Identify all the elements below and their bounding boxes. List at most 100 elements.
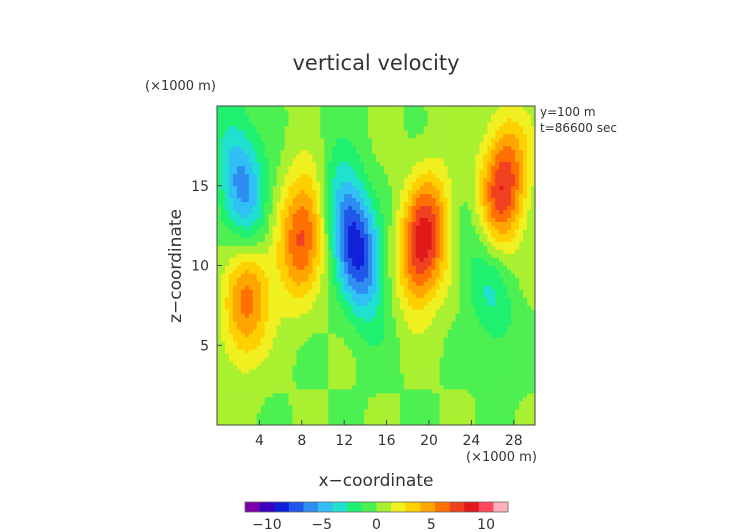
heatmap-cell (264, 341, 269, 346)
heatmap-cell (395, 229, 401, 234)
heatmap-cell (352, 293, 357, 298)
heatmap-cell (419, 106, 425, 111)
heatmap-cell (252, 341, 258, 346)
heatmap-cell (376, 193, 381, 199)
heatmap-cell (360, 317, 365, 322)
heatmap-cell (300, 173, 305, 179)
heatmap-cell (368, 385, 373, 390)
heatmap-cell (332, 385, 337, 390)
heatmap-cell (220, 141, 226, 147)
heatmap-cell (447, 141, 452, 147)
heatmap-cell (224, 277, 230, 282)
heatmap-cell (395, 249, 401, 254)
heatmap-cell (252, 385, 258, 390)
heatmap-cell (220, 109, 226, 115)
heatmap-cell (399, 121, 405, 127)
heatmap-cell (379, 213, 385, 218)
heatmap-cell (316, 261, 321, 266)
heatmap-cell (268, 277, 273, 282)
heatmap-cell (228, 417, 234, 422)
heatmap-cell (348, 345, 353, 350)
heatmap-cell (340, 181, 345, 187)
heatmap-cell (288, 341, 293, 346)
heatmap-cell (383, 165, 389, 171)
heatmap-cell (344, 141, 349, 147)
heatmap-cell (228, 305, 234, 310)
heatmap-cell (300, 145, 305, 151)
heatmap-cell (459, 365, 464, 370)
heatmap-cell (232, 229, 238, 234)
heatmap-cell (383, 117, 389, 123)
heatmap-cell (308, 169, 313, 175)
heatmap-cell (240, 325, 246, 330)
heatmap-cell (439, 106, 444, 111)
heatmap-cell (379, 293, 385, 298)
heatmap-cell (272, 413, 277, 418)
heatmap-cell (368, 409, 373, 414)
heatmap-cell (316, 409, 321, 414)
heatmap-cell (224, 209, 230, 214)
heatmap-cell (324, 221, 329, 226)
heatmap-cell (348, 169, 353, 175)
heatmap-cell (308, 261, 313, 266)
heatmap-cell (364, 106, 369, 111)
heatmap-cell (415, 241, 421, 246)
heatmap-cell (217, 329, 222, 334)
heatmap-cell (348, 201, 353, 206)
heatmap-cell (264, 149, 269, 155)
heatmap-cell (320, 325, 325, 330)
heatmap-cell (288, 169, 293, 175)
heatmap-cell (244, 393, 250, 398)
heatmap-cell (304, 133, 309, 139)
heatmap-cell (244, 253, 250, 258)
heatmap-cell (264, 253, 269, 258)
heatmap-cell (411, 337, 417, 342)
heatmap-cell (296, 205, 301, 210)
heatmap-cell (368, 106, 373, 111)
heatmap-cell (332, 293, 337, 298)
heatmap-cell (391, 413, 397, 418)
heatmap-cell (332, 221, 337, 226)
heatmap-cell (435, 317, 440, 322)
heatmap-cell (344, 229, 349, 234)
heatmap-cell (352, 253, 357, 258)
heatmap-cell (260, 293, 266, 298)
heatmap-cell (228, 149, 234, 155)
heatmap-cell (435, 277, 440, 282)
heatmap-cell (300, 253, 305, 258)
heatmap-cell (419, 309, 425, 314)
heatmap-cell (276, 213, 281, 218)
heatmap-cell (387, 349, 393, 354)
heatmap-cell (228, 405, 234, 410)
heatmap-cell (280, 317, 285, 322)
heatmap-cell (372, 153, 377, 159)
heatmap-cell (391, 381, 397, 386)
heatmap-cell (415, 213, 421, 218)
heatmap-cell (228, 137, 234, 143)
heatmap-cell (376, 385, 381, 390)
heatmap-cell (372, 345, 377, 350)
heatmap-cell (236, 169, 242, 175)
heatmap-cell (272, 377, 277, 382)
heatmap-cell (419, 177, 425, 183)
heatmap-cell (220, 293, 226, 298)
heatmap-cell (312, 169, 317, 175)
heatmap-cell (232, 293, 238, 298)
heatmap-cell (304, 369, 309, 374)
heatmap-cell (308, 325, 313, 330)
heatmap-cell (439, 109, 444, 115)
heatmap-cell (228, 325, 234, 330)
heatmap-cell (272, 205, 277, 210)
heatmap-cell (332, 197, 337, 202)
heatmap-cell (272, 349, 277, 354)
heatmap-cell (332, 205, 337, 210)
heatmap-cell (324, 129, 329, 135)
heatmap-cell (228, 381, 234, 386)
heatmap-cell (312, 253, 317, 258)
heatmap-cell (451, 329, 456, 334)
heatmap-cell (312, 269, 317, 274)
heatmap-cell (431, 257, 436, 262)
heatmap-cell (304, 337, 309, 342)
heatmap-cell (387, 297, 393, 302)
heatmap-cell (312, 209, 317, 214)
